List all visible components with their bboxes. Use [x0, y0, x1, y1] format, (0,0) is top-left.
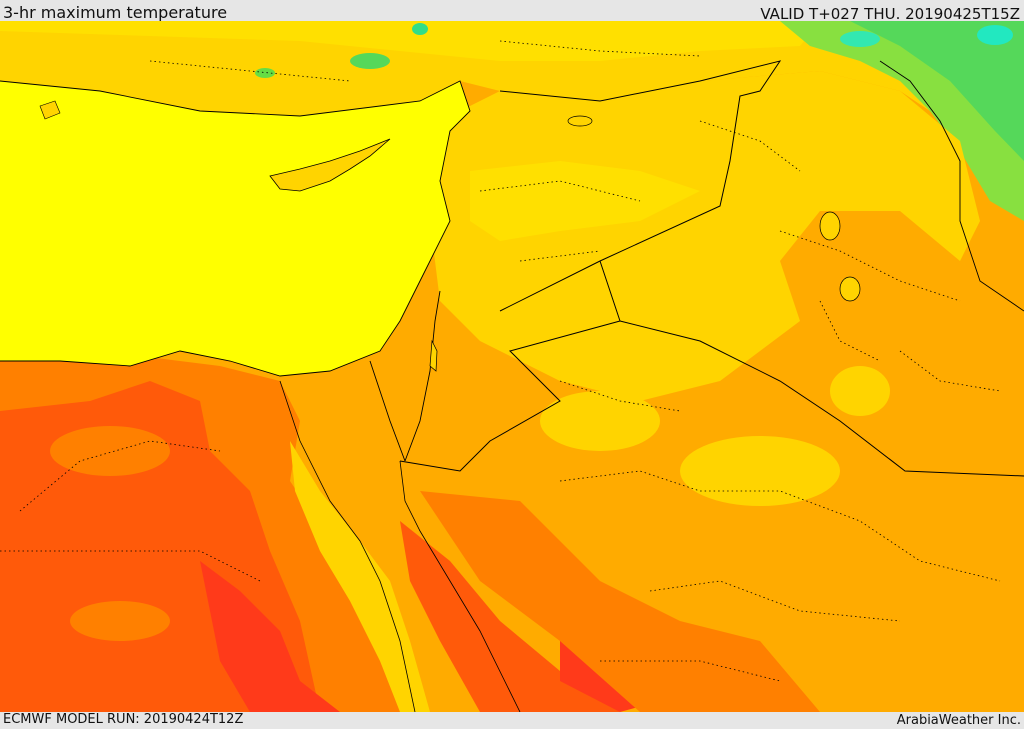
saudi-coast-red — [400, 521, 620, 712]
syria-yellow-patch — [470, 161, 700, 241]
border-egypt-israel — [369, 360, 406, 462]
header-bar — [0, 0, 1024, 21]
province-boundaries — [0, 40, 1001, 682]
map-title: 3-hr maximum temperature — [3, 3, 228, 22]
saudi-yellow-patch-2 — [540, 391, 660, 451]
credit-label: ArabiaWeather Inc. — [896, 713, 1021, 728]
green-spot-turkey-2 — [255, 68, 275, 78]
lake-tharthar — [819, 211, 841, 241]
egypt-orange-patch — [50, 426, 170, 476]
turkey-yellow-band — [0, 21, 820, 61]
dead-sea — [429, 339, 438, 372]
border-syria-iraq — [499, 60, 782, 312]
green-spot-turkey-3 — [412, 23, 428, 35]
egypt-orange-patch-2 — [70, 601, 170, 641]
saudi-dark-band — [420, 491, 820, 712]
cyan-spot-2 — [840, 31, 880, 47]
model-run-label: ECMWF MODEL RUN: 20190424T12Z — [3, 712, 244, 727]
valid-time-label: VALID T+027 THU. 20190425T15Z — [760, 5, 1020, 23]
saudi-yellow-patch — [680, 436, 840, 506]
levant-gold-zone — [430, 71, 980, 401]
border-iraq-saudi — [619, 320, 1024, 477]
iraq-yellow-patch — [830, 366, 890, 416]
turkey-zone — [0, 21, 1024, 141]
green-zone-ne-inner — [850, 21, 1024, 161]
coastline — [0, 80, 471, 377]
red-sea — [290, 441, 430, 712]
border-israel — [404, 290, 441, 462]
green-spot-turkey — [350, 53, 390, 69]
red-sea-coast-west — [279, 380, 416, 712]
cyprus-island — [269, 138, 391, 192]
footer-bar — [0, 712, 1024, 729]
egypt-deep-red — [200, 561, 340, 712]
cyan-spot — [977, 25, 1013, 45]
border-iraq-iran — [879, 60, 1024, 312]
lake-assad — [567, 115, 593, 127]
lake-razazah — [839, 276, 861, 302]
red-sea-coast-east — [399, 460, 521, 712]
aegean-island — [39, 100, 61, 120]
temperature-map — [0, 21, 1024, 712]
